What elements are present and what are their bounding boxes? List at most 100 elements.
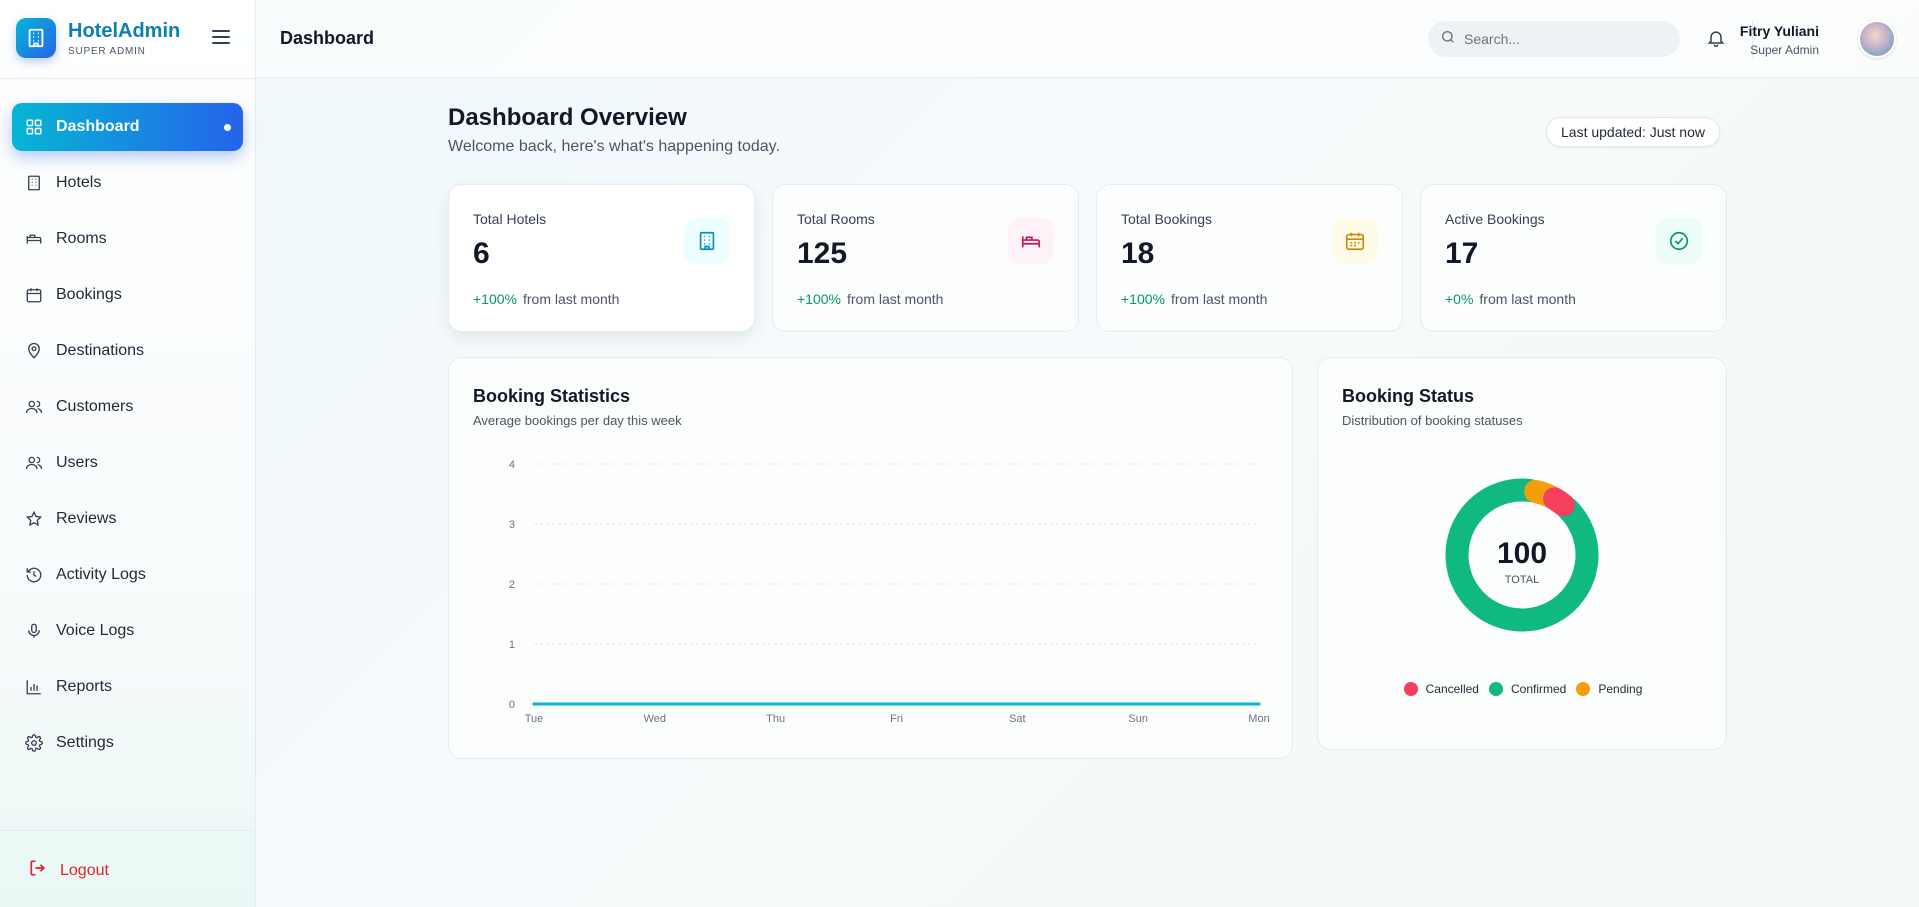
donut-slice-cancelled <box>1543 487 1575 517</box>
legend-item-pending[interactable]: Pending <box>1576 682 1642 696</box>
gear-icon <box>24 733 44 753</box>
stat-change-note: from last month <box>846 291 944 307</box>
search-box[interactable] <box>1428 21 1680 57</box>
header-divider <box>1752 20 1753 58</box>
history-icon <box>24 565 44 585</box>
sidebar-divider <box>0 78 256 79</box>
y-tick-label: 0 <box>509 699 515 711</box>
stat-change-percent: +100% <box>473 291 517 307</box>
stat-change-note: from last month <box>522 291 620 307</box>
user-name: Fitry Yuliani <box>1739 23 1819 39</box>
sidebar-item-label: Customers <box>56 398 134 415</box>
x-tick-label: Fri <box>890 713 903 725</box>
sidebar-item-voice-logs[interactable]: Voice Logs <box>12 607 243 655</box>
booking-status-panel: Booking Status Distribution of booking s… <box>1317 357 1727 750</box>
sidebar-item-label: Users <box>56 454 98 471</box>
stat-card-active-bookings[interactable]: Active Bookings 17 +0% from last month <box>1420 184 1727 332</box>
sidebar-divider <box>0 830 256 831</box>
y-tick-label: 3 <box>509 519 515 531</box>
legend-item-cancelled[interactable]: Cancelled <box>1403 682 1479 696</box>
search-input[interactable] <box>1464 31 1664 47</box>
chart-legend: Cancelled Confirmed Pending <box>1318 682 1728 696</box>
top-header: Dashboard Fitry Yuliani Super Admin <box>256 0 1919 78</box>
notification-bell-icon[interactable] <box>1706 28 1726 53</box>
legend-label: Pending <box>1598 682 1643 696</box>
users-icon <box>24 397 44 417</box>
brand-subtitle: SUPER ADMIN <box>68 45 146 57</box>
sidebar-item-bookings[interactable]: Bookings <box>12 271 243 319</box>
sidebar-item-label: Hotels <box>56 174 102 191</box>
sidebar-item-label: Rooms <box>56 230 107 247</box>
stat-value: 125 <box>797 237 848 270</box>
stat-change: +100% from last month <box>473 291 619 307</box>
logout-label: Logout <box>60 861 109 879</box>
stat-label: Total Rooms <box>797 211 875 227</box>
logout-button[interactable]: Logout <box>28 858 109 883</box>
sidebar-item-label: Reviews <box>56 510 117 527</box>
calendar-icon <box>1332 218 1378 264</box>
data-point <box>1136 702 1140 706</box>
bar-chart-icon <box>24 677 44 697</box>
data-point <box>532 702 536 706</box>
legend-swatch <box>1576 682 1591 696</box>
map-pin-icon <box>24 341 44 361</box>
active-indicator <box>224 123 231 131</box>
brand[interactable]: HotelAdmin SUPER ADMIN <box>16 18 180 58</box>
menu-toggle-button[interactable] <box>212 30 230 46</box>
sidebar-item-hotels[interactable]: Hotels <box>12 159 243 207</box>
dashboard-icon <box>24 117 44 137</box>
x-tick-label: Tue <box>525 713 544 725</box>
stat-value: 6 <box>473 237 490 270</box>
data-point <box>1257 702 1261 706</box>
user-info[interactable]: Fitry Yuliani Super Admin <box>1740 23 1819 57</box>
sidebar-item-label: Destinations <box>56 342 145 359</box>
stat-change-note: from last month <box>1170 291 1268 307</box>
sidebar-item-label: Settings <box>56 734 114 751</box>
x-tick-label: Wed <box>644 713 666 725</box>
sidebar-item-destinations[interactable]: Destinations <box>12 327 243 375</box>
x-tick-label: Sun <box>1128 713 1148 725</box>
y-tick-label: 2 <box>509 579 515 591</box>
sidebar-item-dashboard[interactable]: Dashboard <box>12 103 243 151</box>
booking-status-donut: 100 TOTAL <box>1445 478 1599 632</box>
booking-statistics-panel: Booking Statistics Average bookings per … <box>448 357 1293 759</box>
brand-title: HotelAdmin <box>68 19 181 42</box>
sidebar-item-users[interactable]: Users <box>12 439 243 487</box>
sidebar-item-activity-logs[interactable]: Activity Logs <box>12 551 243 599</box>
booking-line-chart: 0 1 2 3 4 Tue Wed Thu Fri Sat Sun Mon <box>509 459 1270 725</box>
sidebar-item-label: Bookings <box>56 286 122 303</box>
stat-label: Active Bookings <box>1445 211 1545 227</box>
stat-card-total-bookings[interactable]: Total Bookings 18 +100% from last month <box>1096 184 1403 332</box>
bed-icon <box>1008 218 1054 264</box>
last-updated-badge: Last updated: Just now <box>1546 117 1720 147</box>
check-circle-icon <box>1656 218 1702 264</box>
stat-value: 18 <box>1121 237 1155 270</box>
stat-change: +0% from last month <box>1445 291 1576 307</box>
legend-swatch <box>1403 682 1418 696</box>
stat-card-total-rooms[interactable]: Total Rooms 125 +100% from last month <box>772 184 1079 332</box>
donut-slice-confirmed <box>1445 478 1599 632</box>
stat-card-total-hotels[interactable]: Total Hotels 6 +100% from last month <box>448 184 755 332</box>
sidebar-item-reviews[interactable]: Reviews <box>12 495 243 543</box>
panel-title: Booking Status <box>1342 386 1475 406</box>
bed-icon <box>24 229 44 249</box>
stat-change-percent: +100% <box>1121 291 1165 307</box>
stat-label: Total Bookings <box>1121 211 1213 227</box>
legend-swatch <box>1488 682 1503 696</box>
logout-icon <box>28 858 48 883</box>
data-point <box>774 702 778 706</box>
sidebar-item-reports[interactable]: Reports <box>12 663 243 711</box>
stat-change: +100% from last month <box>797 291 943 307</box>
data-point <box>653 702 657 706</box>
panel-title: Booking Statistics <box>473 386 631 406</box>
calendar-icon <box>24 285 44 305</box>
x-tick-label: Mon <box>1248 713 1269 725</box>
sidebar-item-rooms[interactable]: Rooms <box>12 215 243 263</box>
avatar[interactable] <box>1858 20 1896 58</box>
sidebar-item-customers[interactable]: Customers <box>12 383 243 431</box>
stat-label: Total Hotels <box>473 211 547 227</box>
data-point <box>895 702 898 706</box>
legend-item-confirmed[interactable]: Confirmed <box>1488 682 1566 696</box>
sidebar-item-settings[interactable]: Settings <box>12 719 243 767</box>
sidebar-nav: Dashboard Hotels Rooms Bookings Desti <box>12 103 243 775</box>
